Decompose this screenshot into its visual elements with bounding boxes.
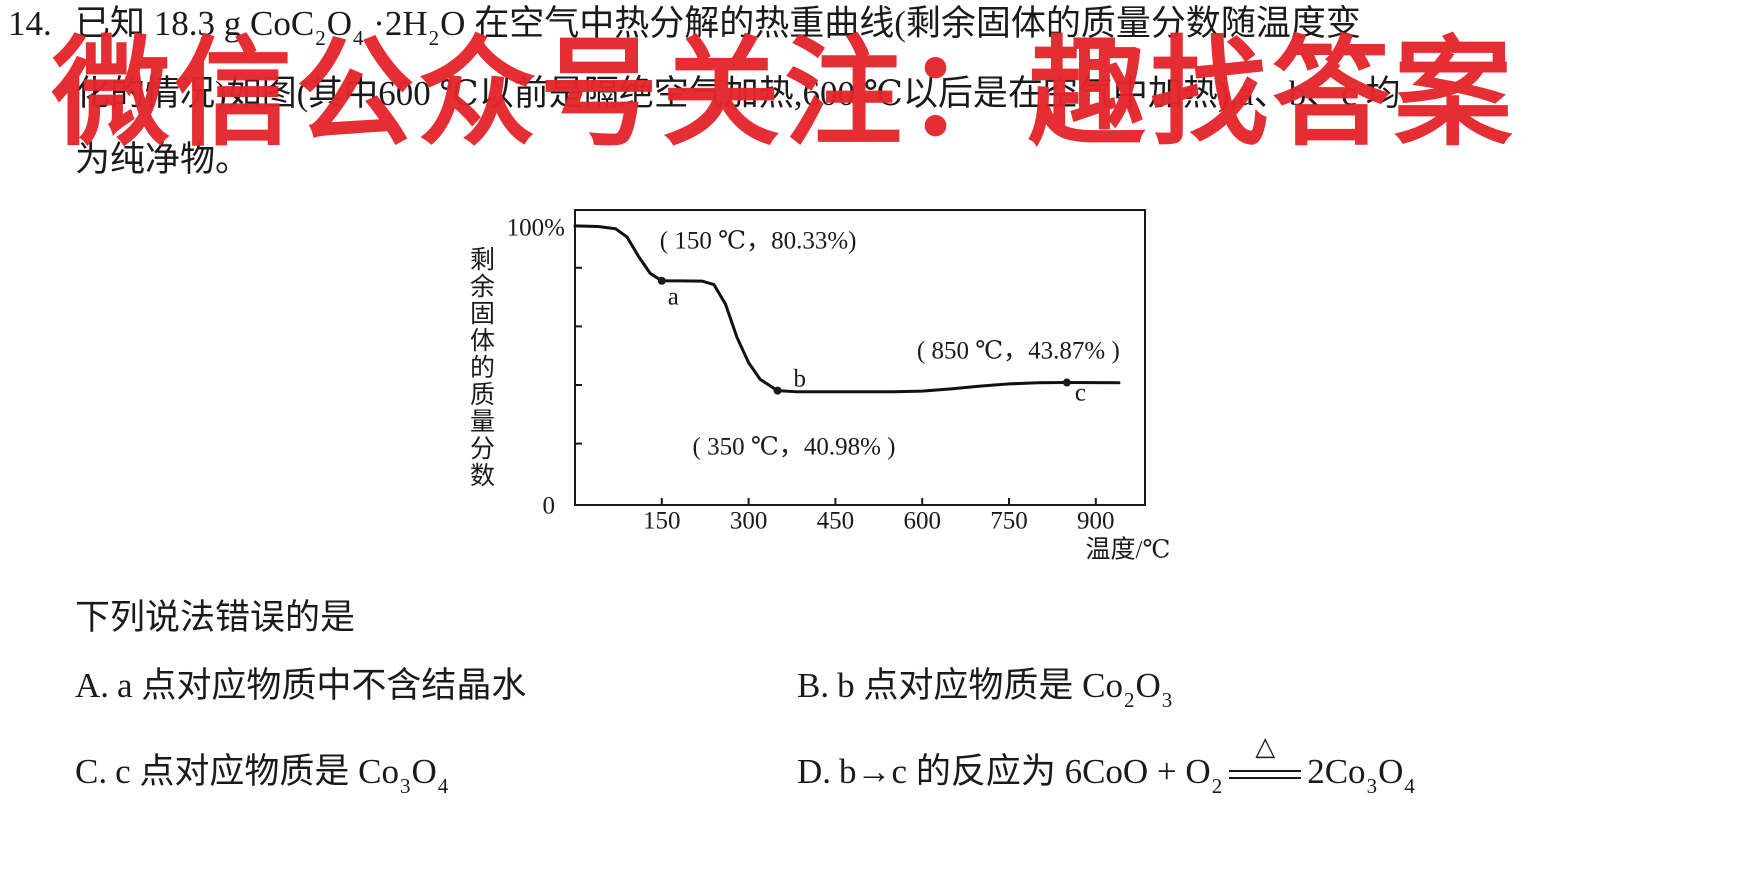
x-tick-label: 150 xyxy=(643,508,681,535)
stem-line: 已知 18.3 g CoC2O4 ·2H2O 在空气中热分解的热重曲线(剩余固体… xyxy=(75,2,1361,50)
y-tick-label: 100% xyxy=(507,215,565,242)
option: D. b→c 的反应为 6CoO + O2 △ 2Co3O4 xyxy=(797,733,1416,798)
stem-line: 为纯净物。 xyxy=(75,138,250,182)
point-label: c xyxy=(1075,379,1086,406)
point-annotation: ( 850 ℃，43.87% ) xyxy=(917,337,1120,364)
x-tick-label: 900 xyxy=(1077,508,1115,535)
option: B. b 点对应物质是 Co2O3 xyxy=(797,664,1173,712)
data-point xyxy=(1062,378,1071,387)
data-point xyxy=(657,276,666,285)
point-label: a xyxy=(668,284,679,311)
text-run: b 点对应物质是 Co xyxy=(837,666,1123,705)
text-run: b→c 的反应为 6CoO + O xyxy=(839,752,1211,791)
condition-symbol: △ xyxy=(1255,731,1276,761)
text-run: 为纯净物。 xyxy=(75,140,251,179)
y-axis-label: 剩余固体的质量分数 xyxy=(467,246,496,489)
option-label: A. xyxy=(75,666,110,705)
subscript: 3 xyxy=(400,774,411,798)
option-label: D. xyxy=(797,752,832,791)
question-prompt: 下列说法错误的是 xyxy=(75,598,356,637)
x-tick-label: 450 xyxy=(817,508,855,535)
point-annotation: ( 150 ℃，80.33%) xyxy=(660,228,857,255)
plot-frame xyxy=(574,209,1146,506)
point-annotation: ( 350 ℃，40.98% ) xyxy=(693,433,896,460)
y-tick-label: 0 xyxy=(543,493,556,520)
text-run: c 点对应物质是 Co xyxy=(115,752,399,791)
point-label: b xyxy=(794,365,807,392)
subscript: 4 xyxy=(437,774,449,798)
text-run: O xyxy=(411,752,437,791)
x-tick-label: 600 xyxy=(903,508,941,535)
text-run: 已知 18.3 g CoC xyxy=(75,4,315,43)
question-number: 14. xyxy=(8,4,52,43)
subscript: 4 xyxy=(1404,774,1415,798)
subscript: 3 xyxy=(1161,688,1173,712)
text-run: ·2H xyxy=(364,4,428,43)
option-label: C. xyxy=(75,752,108,791)
text-run: O 在空气中热分解的热重曲线(剩余固体的质量分数随温度变 xyxy=(440,4,1361,43)
data-point xyxy=(773,386,782,395)
subscript: 2 xyxy=(315,26,326,50)
subscript: 2 xyxy=(428,26,440,50)
x-axis-label: 温度/℃ xyxy=(1086,536,1171,564)
subscript: 3 xyxy=(1366,774,1378,798)
text-run: O xyxy=(1135,666,1161,705)
option-label: B. xyxy=(797,666,830,705)
text-run: a 点对应物质中不含结晶水 xyxy=(117,666,527,705)
curve xyxy=(573,224,1121,394)
option: C. c 点对应物质是 Co3O4 xyxy=(75,750,449,798)
subscript: 4 xyxy=(352,26,364,50)
option: A. a 点对应物质中不含结晶水 xyxy=(75,664,526,708)
watermark: 微信公众号关注：趣找答案 xyxy=(52,24,1517,162)
x-tick-label: 750 xyxy=(990,508,1028,535)
double-line xyxy=(1229,769,1302,779)
text-run: 化的情况)如图(其中600 ℃以前是隔绝空气加热,600 ℃以后是在空气中加热)… xyxy=(75,74,1401,113)
subscript: 2 xyxy=(1123,688,1135,712)
text-run: O xyxy=(326,4,352,43)
subscript: 2 xyxy=(1211,774,1223,798)
text-run: O xyxy=(1378,752,1404,791)
x-tick-label: 300 xyxy=(730,508,768,535)
reaction-condition: △ xyxy=(1229,733,1302,790)
stem-line: 化的情况)如图(其中600 ℃以前是隔绝空气加热,600 ℃以后是在空气中加热)… xyxy=(75,72,1401,116)
text-run: 2Co xyxy=(1307,752,1366,791)
